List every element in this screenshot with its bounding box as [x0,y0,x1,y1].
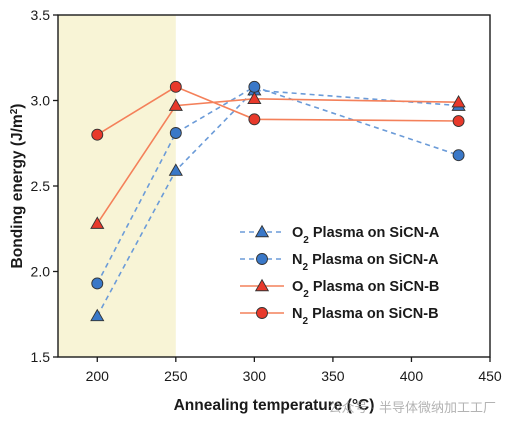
x-tick-label-450: 450 [478,368,502,384]
legend: O2 Plasma on SiCN-A N2 Plasma on SiCN-A O2… [240,224,440,327]
legend-marker-0 [254,224,270,238]
y-axis-title: Bonding energy (J/m2) [9,104,27,269]
x-axis-title: Annealing temperature (°C) [174,397,375,414]
watermark-text: 公众号 · 半导体微纳加工工厂 [328,400,496,415]
data-point-2-2 [247,91,262,104]
series-markers [90,80,466,322]
y-tick-label-1.5: 1.5 [31,349,51,365]
data-point-3-2 [248,113,261,126]
legend-label-0: O2 Plasma on SiCN-A [292,225,440,246]
legend-label-3: N2 Plasma on SiCN-B [292,306,439,327]
data-point-3-0 [91,128,104,141]
x-tick-label-300: 300 [243,368,267,384]
data-point-1-0 [91,277,104,290]
series-lines [96,85,459,317]
x-tick-label-350: 350 [321,368,345,384]
data-point-0-0 [90,308,105,322]
legend-marker-2 [254,278,270,292]
y-tick-label-3.5: 3.5 [31,7,51,23]
data-point-0-1 [168,163,183,176]
legend-label-2: O2 Plasma on SiCN-B [292,279,439,300]
y-tick-label-2.5: 2.5 [31,178,51,194]
legend-label-1: N2 Plasma on SiCN-A [292,252,439,273]
x-tick-label-200: 200 [86,368,110,384]
series-line-3 [96,85,459,136]
data-point-3-1 [169,80,182,93]
data-point-1-2 [248,80,261,93]
legend-marker-1 [256,253,268,265]
data-point-2-3 [451,94,466,108]
series-line-0 [96,89,459,317]
data-point-2-1 [168,98,183,111]
y-tick-label-2: 2.0 [31,264,51,280]
axis-ticks: 200 250 300 350 400 450 1.5 2.0 2.5 3.0 3.5 [31,7,502,384]
data-point-1-1 [169,127,182,139]
y-tick-label-3: 3.0 [31,93,51,109]
shaded-region [58,15,176,357]
series-line-1 [96,85,459,284]
data-point-2-0 [90,216,105,229]
data-point-3-3 [452,115,465,127]
legend-marker-3 [256,307,268,319]
x-tick-label-400: 400 [400,368,424,384]
x-tick-label-250: 250 [164,368,188,384]
data-point-1-3 [452,149,465,162]
